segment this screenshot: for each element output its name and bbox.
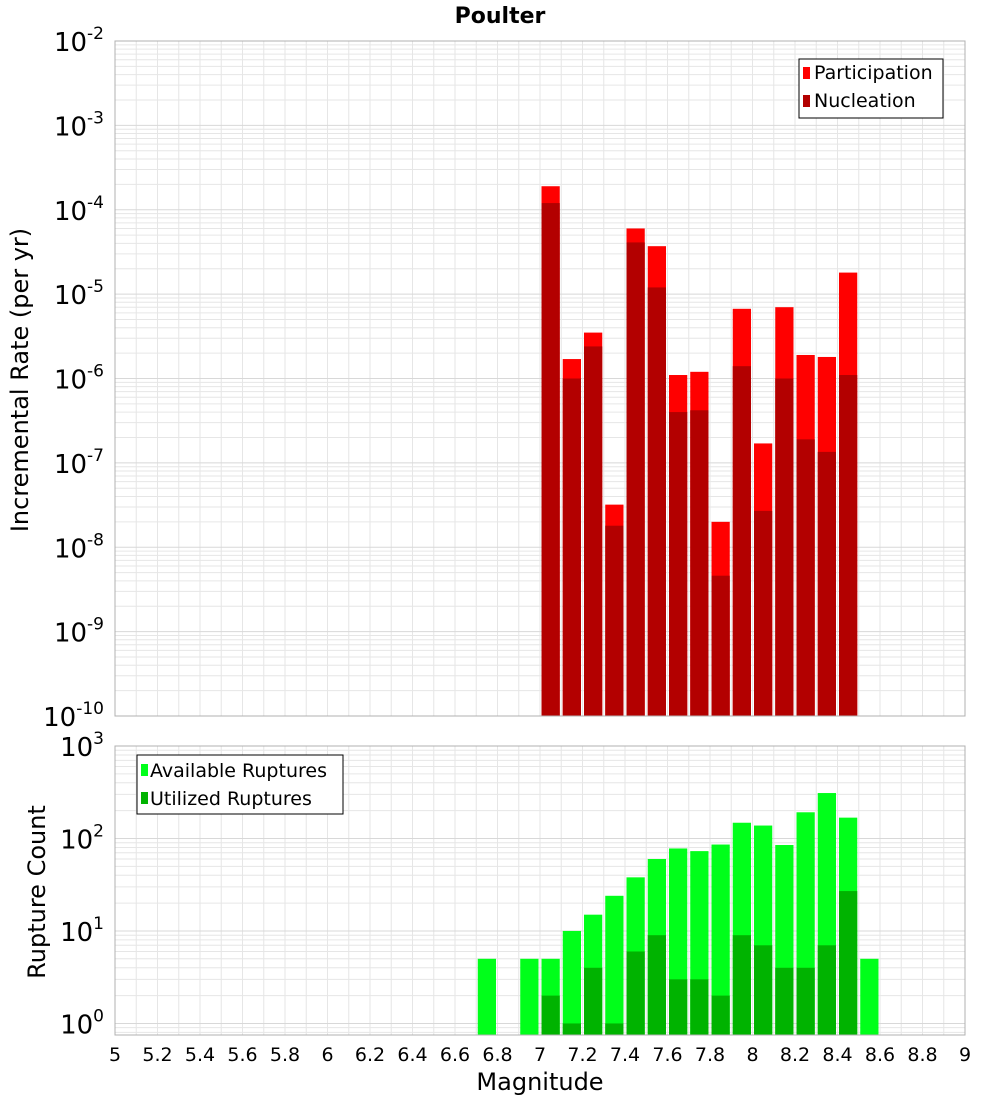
legend-swatch-utilized <box>141 792 148 804</box>
bottom-y-ticks: 100 101 102 103 <box>60 729 104 1040</box>
top-legend-box <box>798 58 944 119</box>
bar-utilized-ruptures <box>754 945 773 1035</box>
bar-nucleation <box>817 451 836 716</box>
bar-nucleation <box>732 366 751 716</box>
x-tick-label: 5.2 <box>142 1044 172 1066</box>
bar-nucleation <box>562 378 581 716</box>
bottom-y-axis-label: Rupture Count <box>23 805 51 979</box>
x-tick-label: 7.8 <box>695 1044 725 1066</box>
bottom-legend-box <box>136 754 344 815</box>
bar-utilized-ruptures <box>541 995 560 1035</box>
x-tick-label: 8 <box>746 1044 758 1066</box>
legend-label-utilized: Utilized Ruptures <box>150 788 312 810</box>
bar-utilized-ruptures <box>839 891 858 1035</box>
bar-nucleation <box>839 375 858 716</box>
y-tick-label: 103 <box>60 729 104 763</box>
x-ticks: 5 5.2 5.4 5.6 5.8 6 6.2 6.4 6.6 6.8 7 7.2 7.4 7.6 7.8 8… <box>109 1044 971 1066</box>
x-tick-label: 7.6 <box>652 1044 682 1066</box>
legend-swatch-nucleation <box>803 95 810 107</box>
bar-utilized-ruptures <box>796 967 815 1035</box>
bar-utilized-ruptures <box>817 945 836 1035</box>
x-tick-label: 8.2 <box>780 1044 810 1066</box>
bar-nucleation <box>584 346 603 716</box>
bar-nucleation <box>796 439 815 716</box>
bar-nucleation <box>541 203 560 716</box>
bar-utilized-ruptures <box>690 979 709 1035</box>
x-tick-label: 6.4 <box>397 1044 427 1066</box>
y-tick-label: 10-8 <box>54 530 104 564</box>
x-tick-label: 7 <box>534 1044 546 1066</box>
x-tick-label: 7.4 <box>610 1044 640 1066</box>
x-tick-label: 6.2 <box>355 1044 385 1066</box>
y-tick-label: 10-4 <box>54 193 104 227</box>
legend-label-nucleation: Nucleation <box>814 90 916 112</box>
bar-nucleation <box>775 378 794 716</box>
x-axis-label: Magnitude <box>476 1068 603 1096</box>
x-tick-label: 6.6 <box>440 1044 470 1066</box>
y-tick-label: 100 <box>60 1006 104 1040</box>
bottom-panel: 100 101 102 103 Rupture Count Available Rup… <box>23 729 971 1096</box>
bar-utilized-ruptures <box>605 1023 624 1035</box>
x-tick-label: 8.6 <box>865 1044 895 1066</box>
y-tick-label: 10-2 <box>54 24 104 58</box>
bar-nucleation <box>626 242 645 716</box>
x-tick-label: 5 <box>109 1044 121 1066</box>
y-tick-label: 10-5 <box>54 277 104 311</box>
bar-nucleation <box>605 525 624 716</box>
top-plot-frame <box>114 40 966 717</box>
bar-nucleation <box>647 287 666 716</box>
x-tick-label: 6.8 <box>482 1044 512 1066</box>
y-tick-label: 10-9 <box>54 615 104 649</box>
bar-nucleation <box>690 410 709 716</box>
top-legend: Participation Nucleation <box>798 58 944 119</box>
y-tick-label: 10-7 <box>54 446 104 480</box>
y-tick-label: 10-3 <box>54 108 104 142</box>
bar-available-ruptures <box>562 930 581 1035</box>
top-y-axis-label: Incremental Rate (per yr) <box>6 228 34 532</box>
bar-utilized-ruptures <box>647 935 666 1035</box>
bar-available-ruptures <box>520 958 539 1035</box>
chart-title: Poulter <box>455 4 546 29</box>
bar-utilized-ruptures <box>775 967 794 1035</box>
bar-nucleation <box>669 412 688 716</box>
bottom-legend: Available Ruptures Utilized Ruptures <box>136 754 344 815</box>
bar-utilized-ruptures <box>732 935 751 1035</box>
y-tick-label: 102 <box>60 821 104 855</box>
x-tick-label: 5.6 <box>227 1044 257 1066</box>
bottom-bars <box>477 793 879 1035</box>
x-tick-label: 9 <box>959 1044 971 1066</box>
bar-utilized-ruptures <box>626 951 645 1035</box>
x-tick-label: 5.4 <box>185 1044 215 1066</box>
x-tick-label: 8.8 <box>907 1044 937 1066</box>
bar-nucleation <box>711 575 730 716</box>
legend-swatch-participation <box>803 67 810 79</box>
legend-swatch-available <box>141 764 148 776</box>
y-tick-label: 101 <box>60 914 104 948</box>
x-tick-label: 8.4 <box>822 1044 852 1066</box>
bottom-plot-frame <box>114 745 966 1036</box>
top-bars <box>541 186 858 716</box>
bar-utilized-ruptures <box>711 995 730 1035</box>
bar-available-ruptures <box>605 895 624 1035</box>
bar-utilized-ruptures <box>562 1023 581 1035</box>
y-tick-label: 10-10 <box>43 699 104 733</box>
x-tick-label: 7.2 <box>567 1044 597 1066</box>
legend-label-available: Available Ruptures <box>150 760 327 782</box>
top-panel: 10-10 10-9 10-8 10-7 10-6 10-5 10-4 10-3 10-2 In… <box>6 24 966 733</box>
bar-available-ruptures <box>711 844 730 1035</box>
bar-available-ruptures <box>860 958 879 1035</box>
legend-label-participation: Participation <box>814 62 933 84</box>
bar-nucleation <box>754 510 773 716</box>
bar-available-ruptures <box>477 958 496 1035</box>
top-y-ticks: 10-10 10-9 10-8 10-7 10-6 10-5 10-4 10-3 10-2 <box>43 24 104 733</box>
bar-utilized-ruptures <box>669 979 688 1035</box>
bar-utilized-ruptures <box>584 967 603 1035</box>
x-tick-label: 5.8 <box>270 1044 300 1066</box>
top-grid <box>115 40 965 717</box>
y-tick-label: 10-6 <box>54 362 104 396</box>
x-tick-label: 6 <box>321 1044 333 1066</box>
